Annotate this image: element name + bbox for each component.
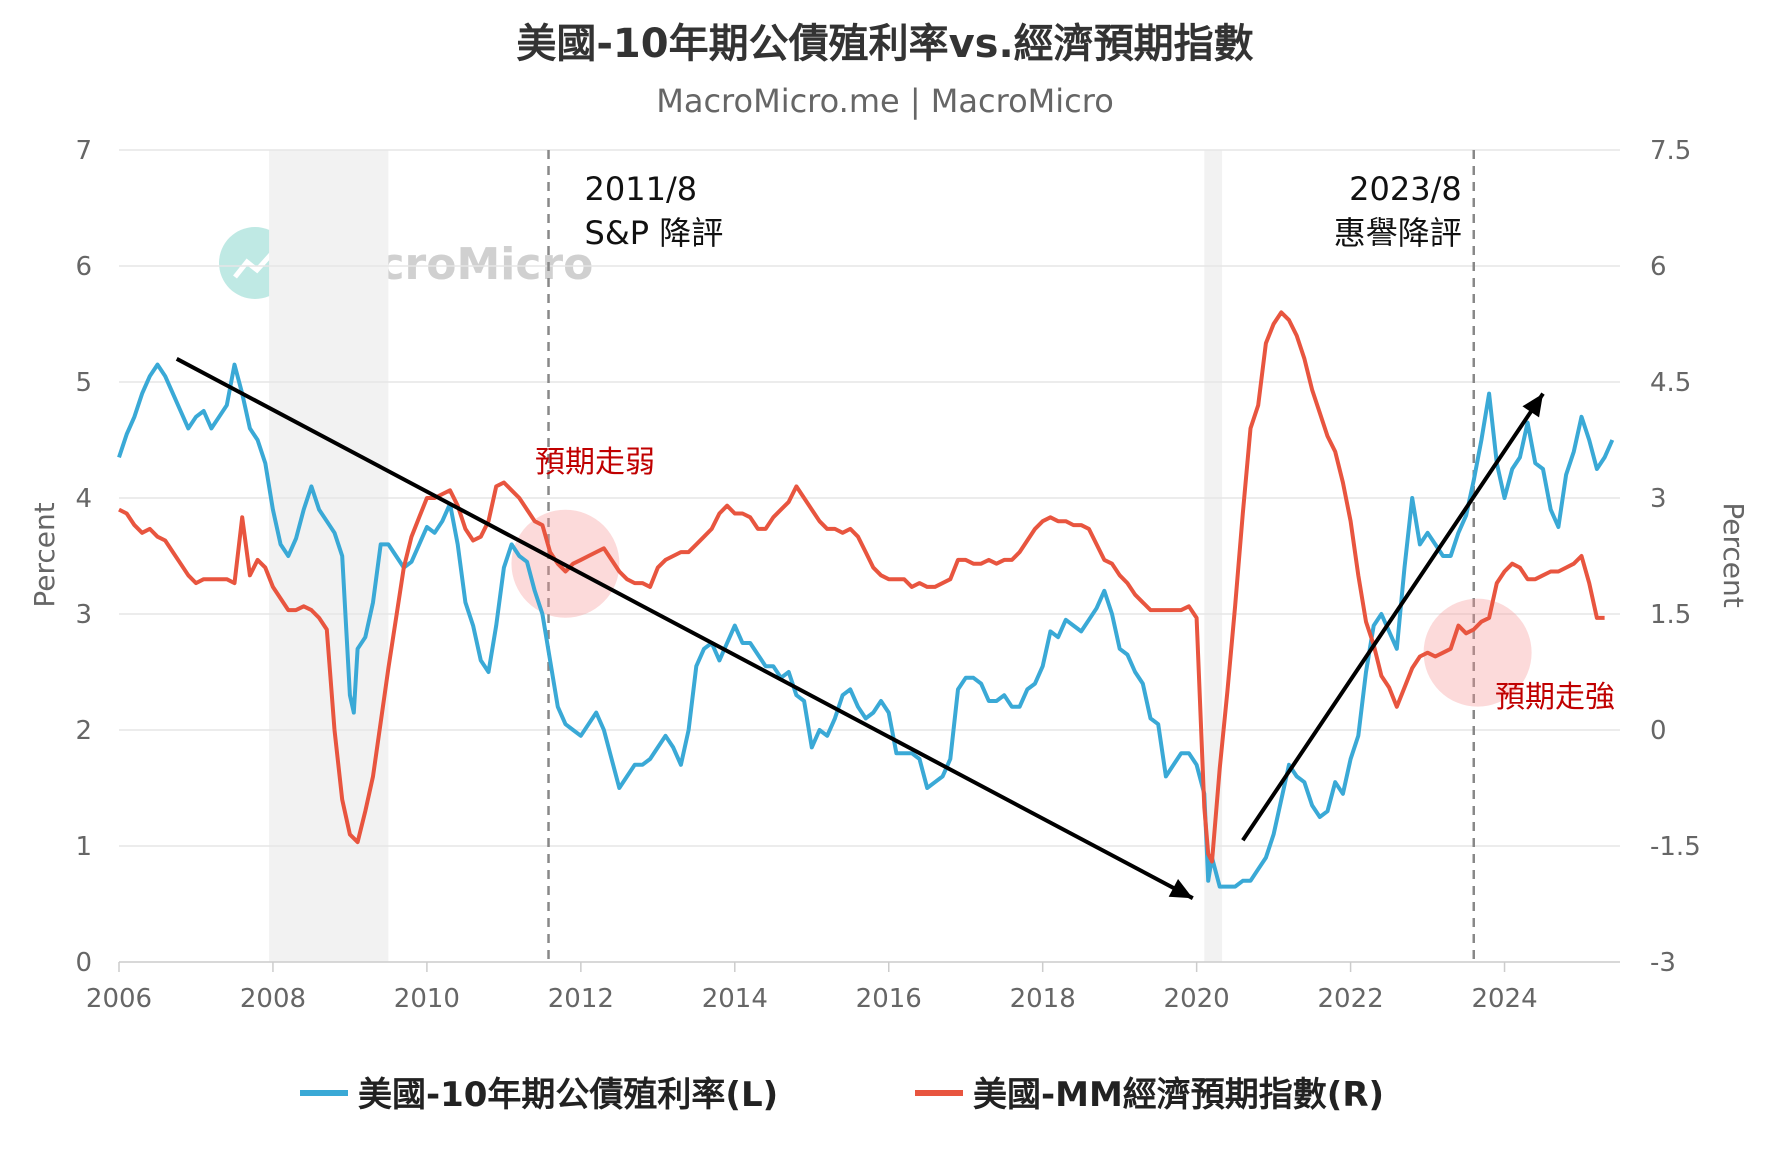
left-tick-label: 7 (75, 136, 92, 166)
right-tick-label: -1.5 (1650, 832, 1701, 862)
left-tick-label: 2 (75, 716, 92, 746)
right-tick-label: -3 (1650, 948, 1676, 978)
left-tick-label: 5 (75, 368, 92, 398)
event-label-0-1: S&P 降評 (585, 214, 724, 252)
x-tick-label: 2022 (1318, 984, 1384, 1014)
right-tick-label: 0 (1650, 716, 1667, 746)
chart-subtitle: MacroMicro.me | MacroMicro (656, 82, 1114, 120)
x-tick-label: 2018 (1010, 984, 1076, 1014)
right-tick-label: 3 (1650, 484, 1667, 514)
event-label-1-0: 2023/8 (1349, 170, 1462, 208)
x-tick-label: 2020 (1164, 984, 1230, 1014)
right-tick-label: 1.5 (1650, 600, 1691, 630)
x-tick-label: 2024 (1471, 984, 1537, 1014)
x-tick-label: 2016 (856, 984, 922, 1014)
series-line-1 (118, 310, 1605, 864)
x-tick-label: 2014 (702, 984, 768, 1014)
right-tick-label: 4.5 (1650, 368, 1691, 398)
left-tick-label: 0 (75, 948, 92, 978)
chart-title: 美國-10年期公債殖利率vs.經濟預期指數 (516, 21, 1253, 67)
trend-arrow-head-0 (1168, 879, 1193, 899)
left-tick-label: 1 (75, 832, 92, 862)
trend-arrow-line-0 (175, 357, 1194, 900)
trend-arrows (175, 357, 1545, 900)
trend-arrow-line-1 (1241, 392, 1545, 842)
annotation-highlights (511, 509, 1532, 707)
left-tick-label: 6 (75, 252, 92, 282)
series-line-0 (117, 362, 1615, 889)
left-tick-label: 4 (75, 484, 92, 514)
x-tick-label: 2008 (240, 984, 306, 1014)
legend-label-0: 美國-10年期公債殖利率(L) (358, 1075, 778, 1115)
x-tick-label: 2010 (394, 984, 460, 1014)
strong-highlight-circle (1423, 598, 1532, 707)
annotation-label-0: 預期走弱 (535, 445, 655, 480)
legend-label-1: 美國-MM經濟預期指數(R) (973, 1075, 1384, 1115)
right-axis: -3 -1.5 0 1.5 3 4.5 6 7.5 (1650, 136, 1701, 978)
event-label-1-1: 惠譽降評 (1334, 214, 1462, 252)
left-axis-title: Percent (28, 502, 61, 607)
trend-arrow-head-1 (1522, 393, 1544, 418)
left-axis: 0 1 2 3 4 5 6 7 (75, 136, 92, 978)
legend: 美國-10年期公債殖利率(L) 美國-MM經濟預期指數(R) (300, 1075, 1384, 1115)
recession-band-1 (1204, 150, 1223, 962)
right-tick-label: 7.5 (1650, 136, 1691, 166)
x-axis: 2006 2008 2010 2012 2014 2016 2018 2020 2022 2024 (86, 962, 1538, 1014)
x-tick-label: 2006 (86, 984, 152, 1014)
right-tick-label: 6 (1650, 252, 1667, 282)
event-label-0-0: 2011/8 (585, 170, 698, 208)
series-lines (117, 310, 1615, 889)
event-markers: 2011/8 S&P 降評 2023/8 惠譽降評 (547, 150, 1475, 962)
left-tick-label: 3 (75, 600, 92, 630)
x-tick-label: 2012 (548, 984, 614, 1014)
right-axis-title: Percent (1717, 502, 1750, 607)
annotation-label-1: 預期走強 (1495, 680, 1615, 715)
